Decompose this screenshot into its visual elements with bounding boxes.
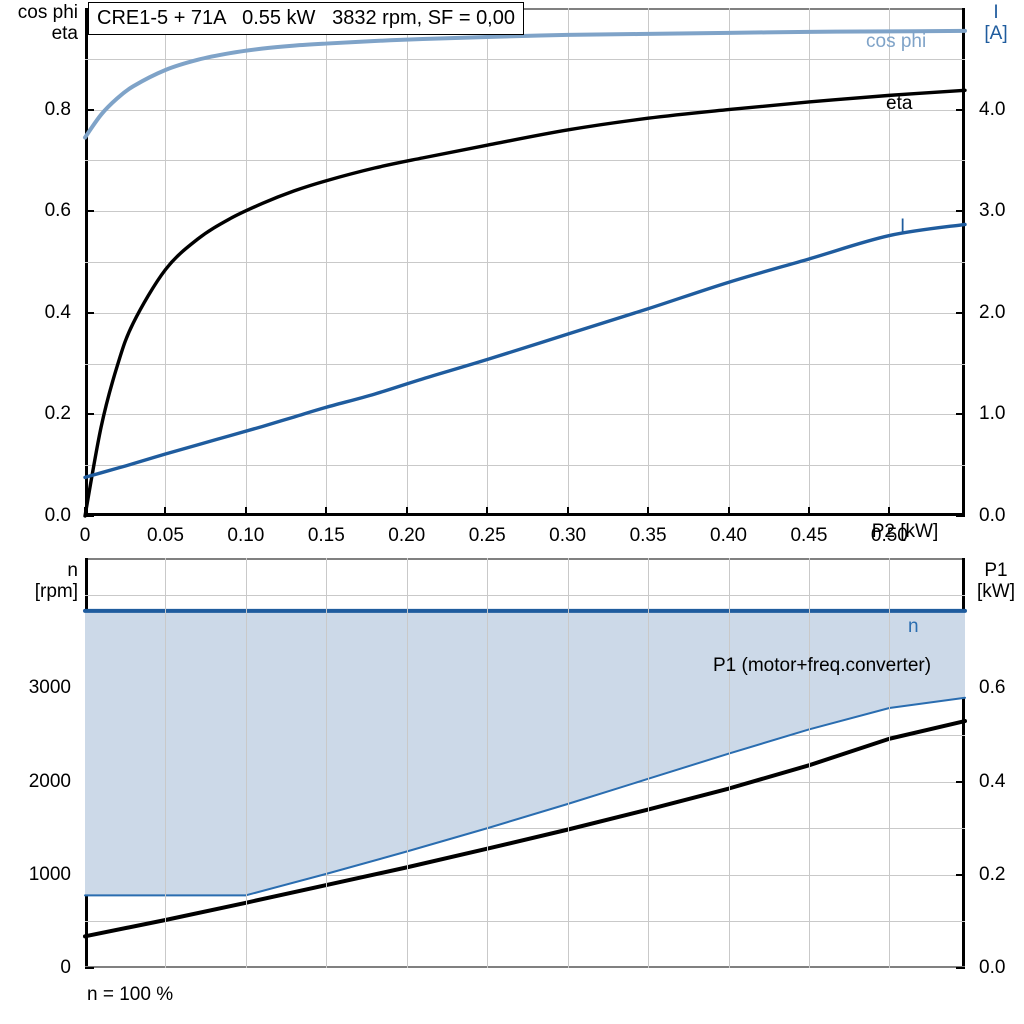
- y-right-tick-label: 0.0: [979, 958, 1005, 977]
- bottom-right-axis-title: P1 [kW]: [968, 560, 1024, 602]
- y-right-tick-label: 0.0: [979, 506, 1005, 525]
- bottom-left-axis-title: n [rpm]: [0, 560, 78, 602]
- curve-eta: [85, 90, 965, 516]
- series-label-cos-phi: cos phi: [866, 32, 926, 51]
- gridline-vertical: [568, 558, 569, 968]
- y-left-tick-label: 0.8: [0, 100, 71, 119]
- curve-i: [85, 224, 965, 477]
- gridline-vertical: [729, 558, 730, 968]
- series-label-p1: P1 (motor+freq.converter): [713, 656, 931, 675]
- x-tick-label: 0.10: [206, 526, 286, 545]
- series-label-current: I: [900, 217, 905, 236]
- top-right-axis-title-line2: [A]: [968, 23, 1024, 44]
- y-right-tick-label: 3.0: [979, 201, 1005, 220]
- x-tick-label: 0: [45, 526, 125, 545]
- top-plot-curves: [85, 8, 965, 516]
- gridline-vertical: [165, 558, 166, 968]
- speed-range-band: [85, 611, 965, 895]
- top-right-axis-title-line1: I: [968, 2, 1024, 23]
- top-left-axis-title-line1: cos phi: [0, 2, 78, 23]
- y-right-tick-label: 1.0: [979, 404, 1005, 423]
- x-tick-label: 0.05: [125, 526, 205, 545]
- y-left-tick-label: 0.6: [0, 201, 71, 220]
- chart-title-box: CRE1-5 + 71A 0.55 kW 3832 rpm, SF = 0,00: [88, 2, 524, 35]
- y-left-tick-label: 2000: [0, 772, 71, 791]
- y-left-tick-label: 0.0: [0, 506, 71, 525]
- top-left-axis-title: cos phi eta: [0, 2, 78, 44]
- y-left-tick-label: 1000: [0, 865, 71, 884]
- gridline-vertical: [487, 558, 488, 968]
- curve-cos-phi: [85, 31, 965, 138]
- top-plot-area: [85, 8, 965, 516]
- gridline-vertical: [407, 558, 408, 968]
- gridline-vertical: [648, 558, 649, 968]
- x-tick-label: 0.30: [528, 526, 608, 545]
- y-right-tick-label: 0.4: [979, 772, 1005, 791]
- x-tick-label: 0.45: [769, 526, 849, 545]
- bottom-plot-curves: [85, 558, 965, 968]
- x-tick-label: 0.35: [608, 526, 688, 545]
- bottom-chart-panel: n [rpm] P1 [kW] n P1 (motor+freq.convert…: [0, 550, 1024, 1024]
- x-tick-label: 0.50: [849, 526, 929, 545]
- gridline-vertical: [889, 558, 890, 968]
- top-left-axis-title-line2: eta: [0, 23, 78, 44]
- bottom-left-axis-title-line1: n: [0, 560, 78, 581]
- bottom-right-axis-title-line1: P1: [968, 560, 1024, 581]
- series-label-eta: eta: [886, 94, 912, 113]
- bottom-left-axis-title-line2: [rpm]: [0, 581, 78, 602]
- y-right-tick-label: 0.6: [979, 678, 1005, 697]
- bottom-right-axis-title-line2: [kW]: [968, 581, 1024, 602]
- y-left-tick-label: 0.4: [0, 303, 71, 322]
- x-tick-label: 0.15: [286, 526, 366, 545]
- top-right-axis-title: I [A]: [968, 2, 1024, 44]
- y-left-tick-label: 0.2: [0, 404, 71, 423]
- footnote-speed-percent: n = 100 %: [87, 985, 173, 1004]
- x-tick-label: 0.25: [447, 526, 527, 545]
- gridline-vertical: [246, 558, 247, 968]
- x-tick-label: 0.40: [689, 526, 769, 545]
- y-right-tick-label: 4.0: [979, 100, 1005, 119]
- y-right-tick-label: 2.0: [979, 303, 1005, 322]
- y-left-tick-label: 3000: [0, 678, 71, 697]
- top-chart-panel: cos phi eta I [A] CRE1-5 + 71A 0.55 kW 3…: [0, 0, 1024, 540]
- gridline-vertical: [326, 558, 327, 968]
- series-label-speed: n: [908, 617, 919, 636]
- bottom-plot-area: [85, 558, 965, 968]
- performance-chart-page: cos phi eta I [A] CRE1-5 + 71A 0.55 kW 3…: [0, 0, 1024, 1024]
- gridline-vertical: [809, 558, 810, 968]
- y-left-tick-label: 0: [0, 958, 71, 977]
- y-right-tick-label: 0.2: [979, 865, 1005, 884]
- x-tick-label: 0.20: [367, 526, 447, 545]
